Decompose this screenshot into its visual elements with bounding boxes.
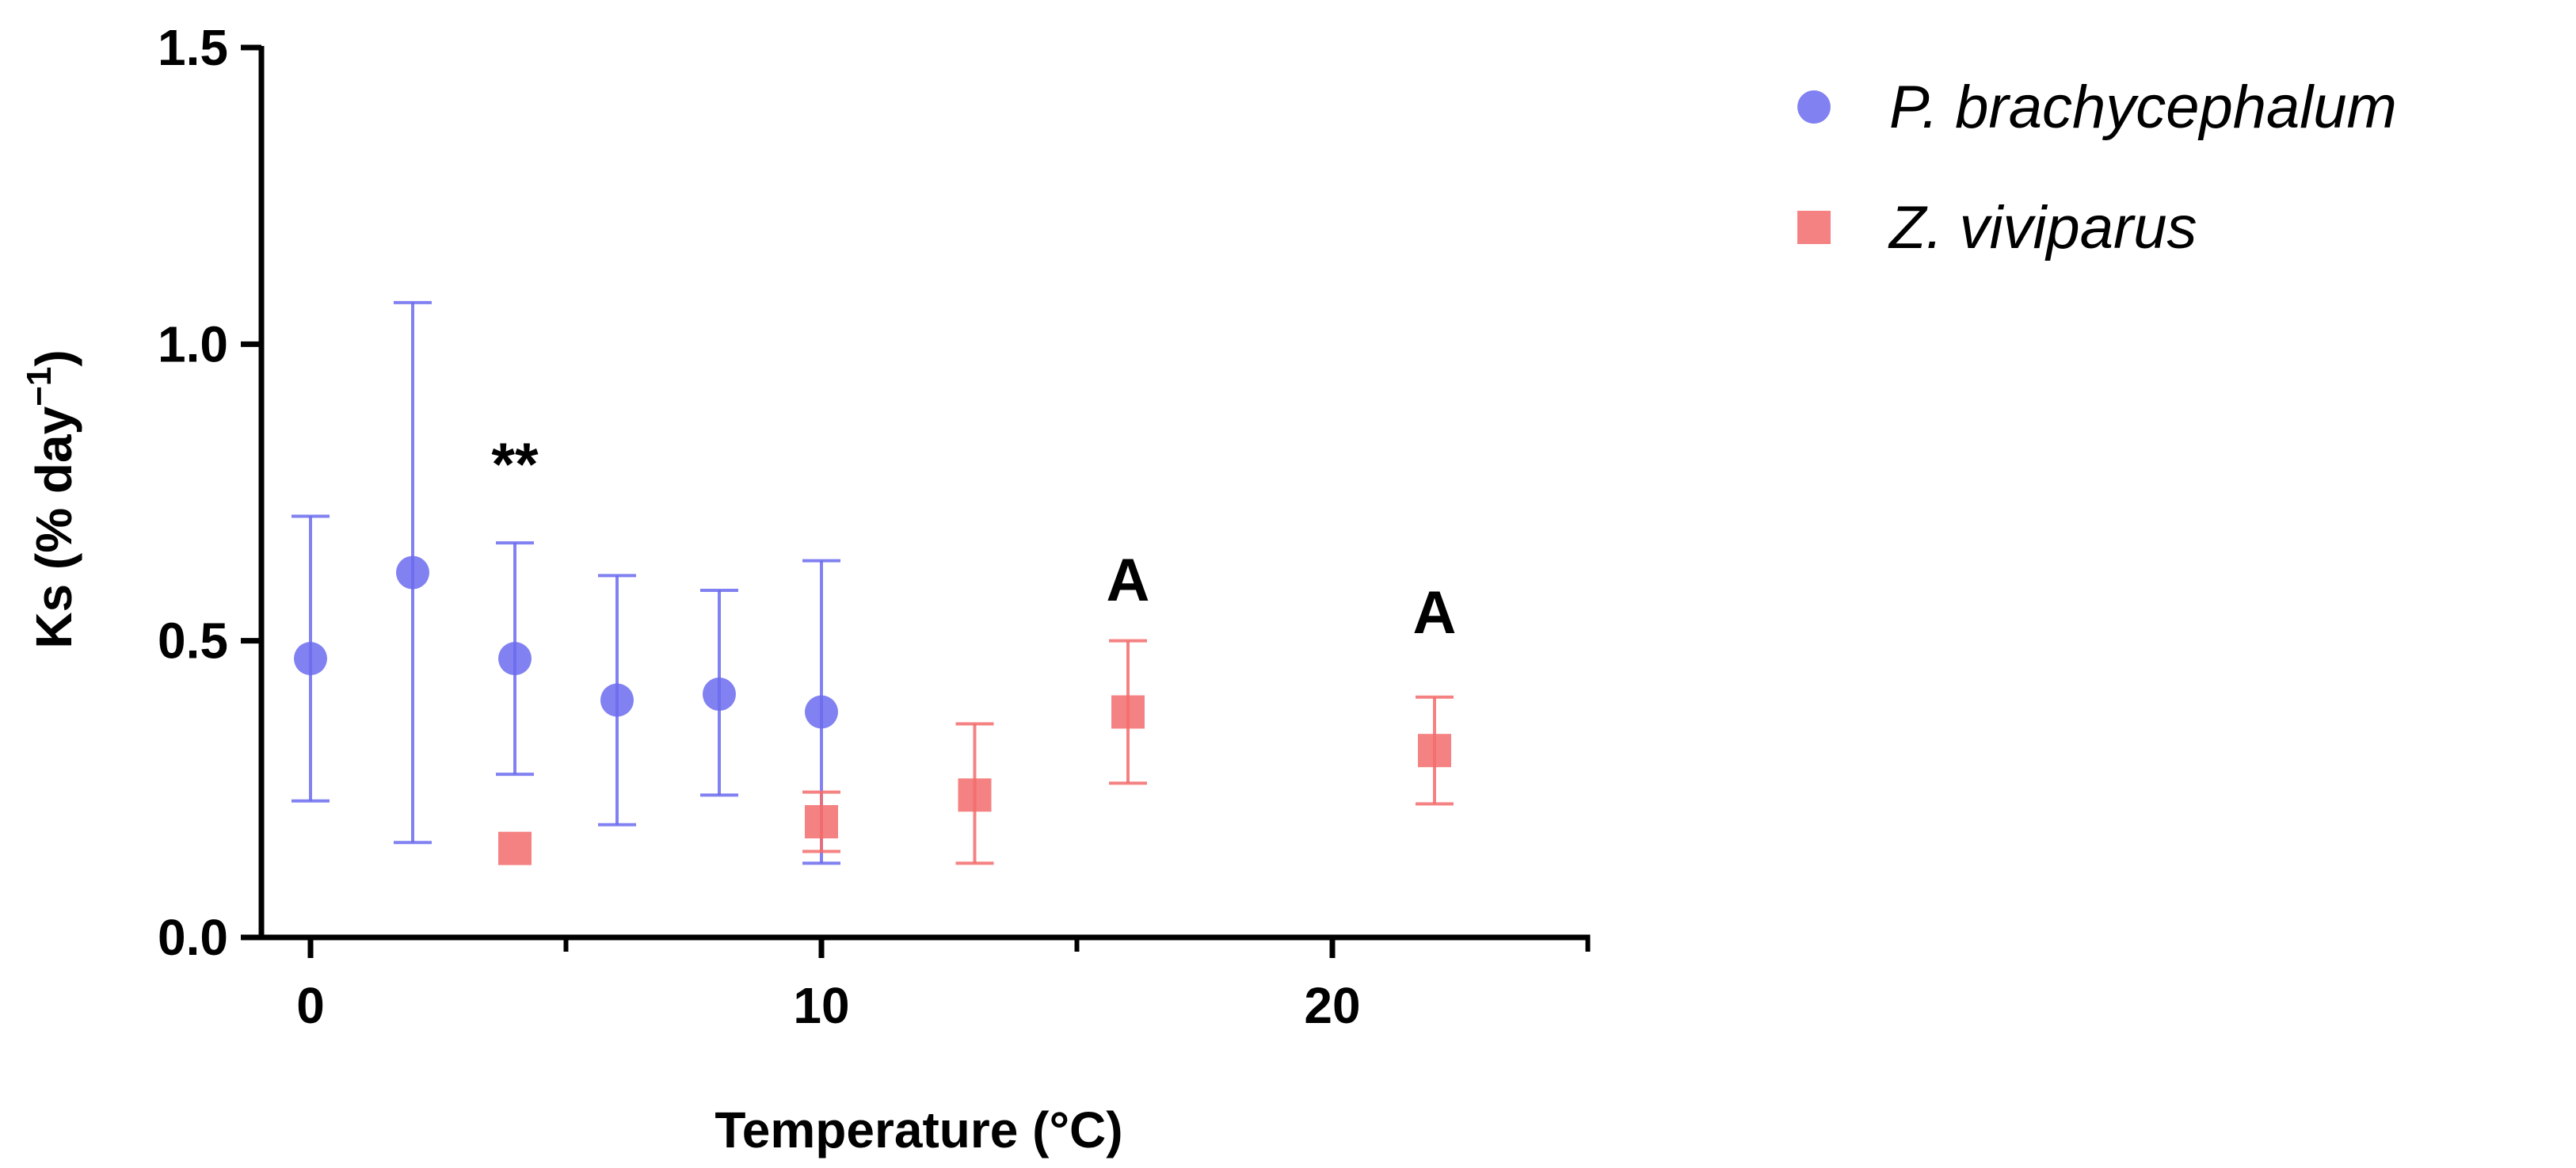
x-tick-label: 20: [1304, 977, 1360, 1034]
legend-label: P. brachycephalum: [1889, 74, 2397, 141]
data-point: [498, 831, 532, 865]
x-tick-label: 0: [296, 977, 325, 1034]
legend-item: Z. viviparus: [1797, 194, 2197, 261]
annotation-label: A: [1413, 579, 1457, 647]
annotation-label: A: [1107, 547, 1150, 614]
legend-item: P. brachycephalum: [1797, 74, 2397, 141]
y-tick-label: 1.0: [158, 315, 228, 372]
series-z-viviparus: [498, 639, 1454, 865]
series-p-brachycephalum: [292, 300, 840, 865]
data-point: [958, 778, 992, 812]
x-tick-label: 10: [793, 977, 849, 1034]
data-point: [600, 683, 634, 717]
y-tick-label: 0.5: [158, 613, 228, 670]
data-point: [498, 642, 532, 676]
data-point: [805, 695, 838, 729]
data-point: [703, 678, 736, 712]
y-axis-title: Ks (% day−1): [20, 349, 82, 648]
y-tick-label: 0.0: [158, 909, 228, 966]
data-point: [1418, 734, 1451, 768]
legend-marker-circle: [1797, 90, 1831, 124]
data-point: [396, 555, 429, 590]
annotation-label: **: [491, 431, 539, 498]
y-tick-label: 1.5: [158, 19, 228, 76]
data-point: [294, 642, 327, 676]
legend-marker-square: [1797, 211, 1831, 244]
data-point: [1111, 695, 1145, 729]
legend-label: Z. viviparus: [1888, 194, 2197, 261]
x-axis-title: Temperature (°C): [714, 1101, 1122, 1158]
data-point: [805, 805, 838, 839]
